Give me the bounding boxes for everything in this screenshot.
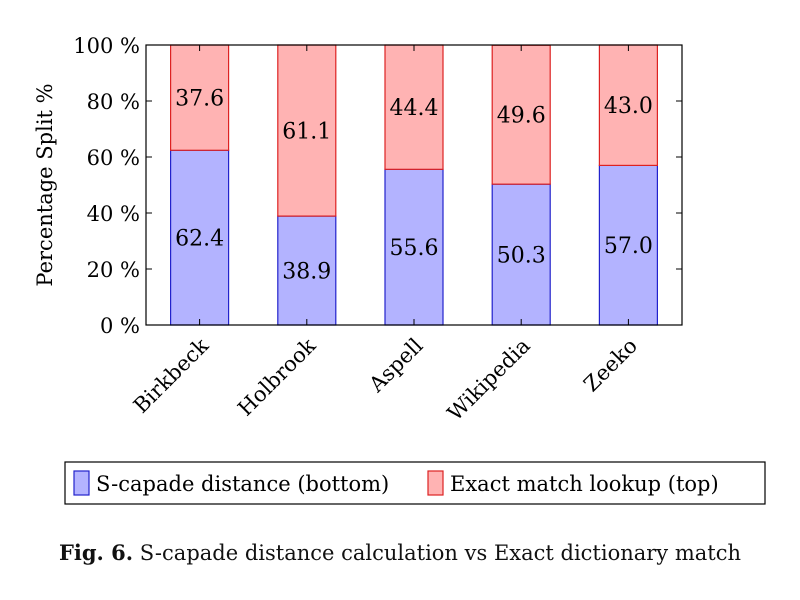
data-label-s-capade-aspell: 55.6 <box>390 236 439 261</box>
y-tick-label: 60 % <box>87 146 140 170</box>
data-label-s-capade-holbrook: 38.9 <box>282 260 331 285</box>
figure-number: Fig. 6. <box>58 540 134 565</box>
data-label-exact-match-wikipedia: 49.6 <box>497 104 546 129</box>
data-label-s-capade-wikipedia: 50.3 <box>497 244 546 269</box>
figure-caption-text: S-capade distance calculation vs Exact d… <box>139 541 742 565</box>
legend-swatch-s-capade <box>73 470 90 496</box>
data-label-exact-match-zeeko: 43.0 <box>604 94 653 119</box>
data-label-exact-match-birkbeck: 37.6 <box>175 87 224 112</box>
y-tick-label: 40 % <box>87 202 140 226</box>
x-tick-label-wikipedia: Wikipedia <box>443 334 535 426</box>
data-label-s-capade-birkbeck: 62.4 <box>175 227 224 252</box>
legend-label-s-capade: S-capade distance (bottom) <box>96 472 389 496</box>
stacked-bar-chart: 62.4 37.6 38.9 61.1 55.6 44.4 50.3 49.6 57.0 43.0… <box>33 34 766 505</box>
y-tick-label: 0 % <box>100 314 140 338</box>
legend: S-capade distance (bottom) Exact match l… <box>64 461 766 505</box>
bar-exact-match-aspell <box>384 44 444 170</box>
x-tick-label-holbrook: Holbrook <box>233 333 320 420</box>
y-tick-label: 100 % <box>73 34 140 58</box>
bar-labels-group: 62.4 37.6 38.9 61.1 55.6 44.4 50.3 49.6 57.0 43.0 <box>175 87 653 285</box>
bar-exact-match-holbrook <box>277 44 337 217</box>
legend-box <box>64 461 766 505</box>
legend-swatch-exact-match <box>427 470 444 496</box>
y-axis-label: Percentage Split % <box>33 83 57 286</box>
bar-exact-match-birkbeck <box>170 44 230 151</box>
y-axis-ticks: 0 % 20 % 40 % 60 % 80 % 100 % <box>73 34 682 338</box>
y-tick-label: 20 % <box>87 258 140 282</box>
legend-label-exact-match: Exact match lookup (top) <box>450 472 719 496</box>
data-label-s-capade-zeeko: 57.0 <box>604 234 653 259</box>
data-label-exact-match-aspell: 44.4 <box>390 96 439 121</box>
bar-exact-match-wikipedia <box>491 44 551 185</box>
x-tick-label-aspell: Aspell <box>364 333 428 397</box>
data-label-exact-match-holbrook: 61.1 <box>282 120 331 145</box>
bar-exact-match-zeeko <box>598 44 659 167</box>
figure-caption: Fig. 6. S-capade distance calculation vs… <box>0 540 800 565</box>
y-tick-label: 80 % <box>87 90 140 114</box>
x-tick-label-birkbeck: Birkbeck <box>129 333 214 418</box>
bar-s-capade-birkbeck <box>170 149 230 326</box>
x-tick-label-zeeko: Zeeko <box>579 334 642 397</box>
bars-group <box>170 44 659 326</box>
